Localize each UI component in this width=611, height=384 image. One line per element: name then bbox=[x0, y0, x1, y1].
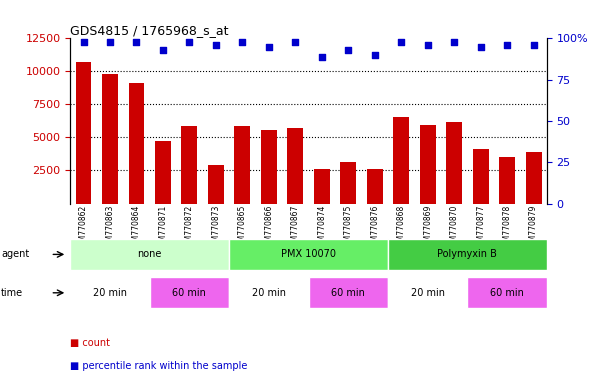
Point bbox=[131, 39, 141, 45]
FancyBboxPatch shape bbox=[150, 277, 229, 308]
Text: 20 min: 20 min bbox=[252, 288, 286, 298]
Point bbox=[502, 42, 512, 48]
Text: 20 min: 20 min bbox=[93, 288, 127, 298]
Bar bbox=[287, 128, 303, 204]
Bar bbox=[128, 83, 144, 204]
Point bbox=[264, 43, 274, 50]
Text: 60 min: 60 min bbox=[490, 288, 524, 298]
Point bbox=[185, 39, 194, 45]
Bar bbox=[181, 126, 197, 204]
FancyBboxPatch shape bbox=[70, 239, 229, 270]
Bar bbox=[235, 126, 251, 204]
Bar bbox=[393, 117, 409, 204]
FancyBboxPatch shape bbox=[388, 239, 547, 270]
Point bbox=[238, 39, 247, 45]
Bar bbox=[420, 125, 436, 204]
Bar bbox=[314, 169, 330, 204]
Point bbox=[158, 47, 168, 53]
Bar bbox=[446, 122, 462, 204]
Bar bbox=[367, 169, 382, 204]
Point bbox=[476, 43, 486, 50]
Point bbox=[105, 39, 115, 45]
Bar bbox=[499, 157, 515, 204]
Text: GDS4815 / 1765968_s_at: GDS4815 / 1765968_s_at bbox=[70, 24, 229, 37]
Point bbox=[529, 42, 538, 48]
Bar bbox=[102, 74, 118, 204]
Point bbox=[423, 42, 433, 48]
Bar bbox=[208, 165, 224, 204]
Text: agent: agent bbox=[1, 249, 29, 260]
Text: Polymyxin B: Polymyxin B bbox=[437, 249, 497, 260]
Bar bbox=[525, 152, 541, 204]
Bar bbox=[340, 162, 356, 204]
Bar bbox=[473, 149, 489, 204]
FancyBboxPatch shape bbox=[388, 277, 467, 308]
Text: none: none bbox=[137, 249, 162, 260]
Point bbox=[317, 53, 327, 60]
FancyBboxPatch shape bbox=[229, 239, 388, 270]
Point bbox=[370, 52, 379, 58]
Point bbox=[449, 39, 459, 45]
Text: 60 min: 60 min bbox=[331, 288, 365, 298]
Point bbox=[290, 39, 300, 45]
Text: ■ count: ■ count bbox=[70, 338, 110, 348]
FancyBboxPatch shape bbox=[309, 277, 388, 308]
Text: PMX 10070: PMX 10070 bbox=[281, 249, 336, 260]
Point bbox=[397, 39, 406, 45]
Bar bbox=[261, 129, 277, 204]
FancyBboxPatch shape bbox=[467, 277, 547, 308]
Point bbox=[343, 47, 353, 53]
Text: ■ percentile rank within the sample: ■ percentile rank within the sample bbox=[70, 361, 247, 371]
Text: 20 min: 20 min bbox=[411, 288, 445, 298]
Text: 60 min: 60 min bbox=[172, 288, 207, 298]
Bar bbox=[155, 141, 171, 204]
Text: time: time bbox=[1, 288, 23, 298]
Point bbox=[79, 39, 89, 45]
FancyBboxPatch shape bbox=[70, 277, 150, 308]
Bar bbox=[76, 62, 92, 204]
Point bbox=[211, 42, 221, 48]
FancyBboxPatch shape bbox=[229, 277, 309, 308]
